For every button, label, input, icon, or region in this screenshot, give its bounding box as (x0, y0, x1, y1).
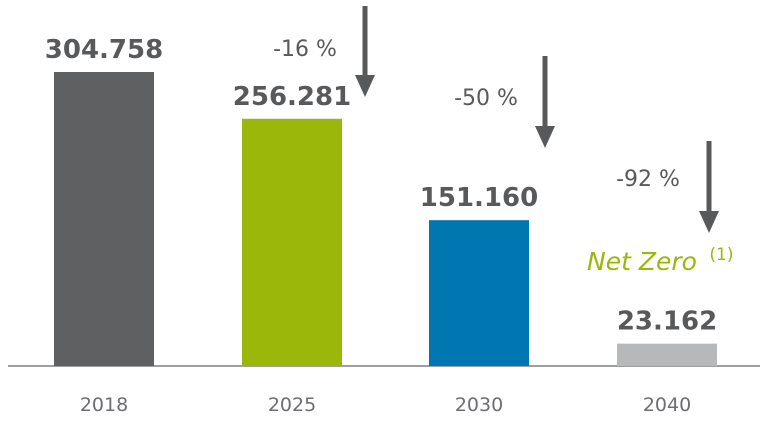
reduction-label-2030: -50 % (454, 86, 518, 111)
reduction-arrow-2040 (699, 141, 719, 233)
value-label-2040: 23.162 (617, 307, 717, 337)
x-tick-2025: 2025 (268, 394, 316, 416)
x-tick-2040: 2040 (643, 394, 691, 416)
value-label-2030: 151.160 (420, 183, 538, 213)
reduction-arrow-2030 (535, 56, 555, 148)
net-zero-annotation: Net Zero (1) (587, 245, 733, 276)
net-zero-footnote: (1) (709, 245, 733, 265)
bar-2030 (429, 220, 529, 366)
value-label-2025: 256.281 (233, 82, 351, 112)
x-tick-2030: 2030 (455, 394, 503, 416)
bar-2025 (242, 118, 342, 367)
x-tick-2018: 2018 (80, 394, 128, 416)
reduction-label-2040: -92 % (616, 167, 680, 192)
net-zero-text: Net Zero (587, 247, 697, 276)
reduction-arrow-2025 (355, 6, 375, 97)
reduction-label-2025: -16 % (273, 37, 337, 62)
value-label-2018: 304.758 (45, 35, 163, 65)
bar-2040 (617, 343, 717, 366)
bar-2018 (54, 72, 154, 366)
